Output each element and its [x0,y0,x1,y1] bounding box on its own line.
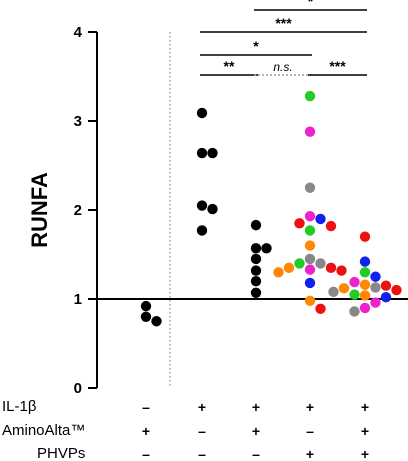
significance-label: *** [329,58,346,74]
condition-symbol: + [361,423,369,439]
condition-symbol: – [252,446,260,461]
y-tick-label: 4 [74,24,83,41]
condition-symbol: – [198,423,206,439]
condition-labels: IL-1β AminoAlta™ PHVPs [2,398,85,461]
data-point [370,282,381,293]
data-point [349,289,360,300]
data-point [273,267,284,278]
data-point [250,243,262,254]
data-point [196,147,208,159]
condition-symbol: – [198,446,206,461]
data-point [207,203,218,215]
condition-symbol: + [252,423,260,439]
row-label-phvps: PHVPs [37,445,85,461]
data-point [250,253,262,265]
data-point [250,265,262,276]
condition-symbol: + [361,446,369,461]
data-point [304,240,316,251]
condition-symbol: + [306,399,314,415]
data-point [325,262,337,274]
condition-symbol: – [142,446,150,461]
data-point [304,295,316,306]
data-point [359,256,371,267]
condition-symbol: + [142,423,150,439]
data-point [196,107,208,119]
data-point [294,218,305,229]
condition-symbols: – + – + – – + + – + – + + + + [142,399,369,461]
data-point [196,225,208,236]
condition-symbol: – [306,423,314,439]
condition-symbol: + [306,446,314,461]
condition-symbol: + [361,399,369,415]
data-point [250,287,262,298]
data-point [283,262,295,274]
data-point [359,231,371,242]
significance-label: *** [275,15,292,31]
data-point [359,279,371,290]
data-point [328,286,339,298]
data-point [370,297,381,308]
data-point [304,126,316,137]
y-tick-label: 1 [74,291,82,308]
data-point [315,303,326,314]
data-point [304,277,316,289]
data-point [304,182,316,193]
data-point [359,302,371,314]
significance-label: * [308,0,314,9]
condition-symbol: + [252,399,260,415]
y-axis-label: RUNFA [27,172,52,248]
condition-symbol: – [142,399,150,415]
data-point [261,243,272,254]
data-point [370,271,381,282]
data-point [304,225,316,236]
data-point [315,213,326,225]
data-point [151,316,162,327]
data-point [250,276,262,287]
significance-label: ** [224,58,235,74]
data-point [140,311,152,322]
data-point [325,220,337,232]
data-point [304,264,316,275]
data-point [391,284,402,296]
data-point [196,200,208,211]
y-tick-label: 3 [74,113,82,130]
significance-label: n.s. [273,60,292,74]
y-tick-label: 2 [74,202,82,219]
data-point [304,90,316,102]
row-label-aminoalta: AminoAlta™ [2,422,85,439]
data-point [315,258,326,269]
data-point [359,267,371,278]
significance-label: * [253,38,259,54]
data-point [304,211,316,222]
data-point [294,258,305,269]
y-tick-label: 0 [74,380,82,397]
row-label-il1b: IL-1β [2,398,37,415]
data-point [359,290,371,301]
data-point [380,280,392,291]
y-ticks: 0 1 2 3 4 [74,24,97,397]
data-point [380,292,392,303]
data-point [336,265,347,276]
significance-brackets: ** n.s. ******** [200,0,367,76]
data-point [250,219,262,231]
data-point [349,276,360,288]
data-point [349,306,360,317]
data-point [304,253,316,265]
data-point [140,300,152,312]
data-points [140,90,402,327]
data-point [338,283,350,294]
data-point [207,147,218,159]
condition-symbol: + [198,399,206,415]
